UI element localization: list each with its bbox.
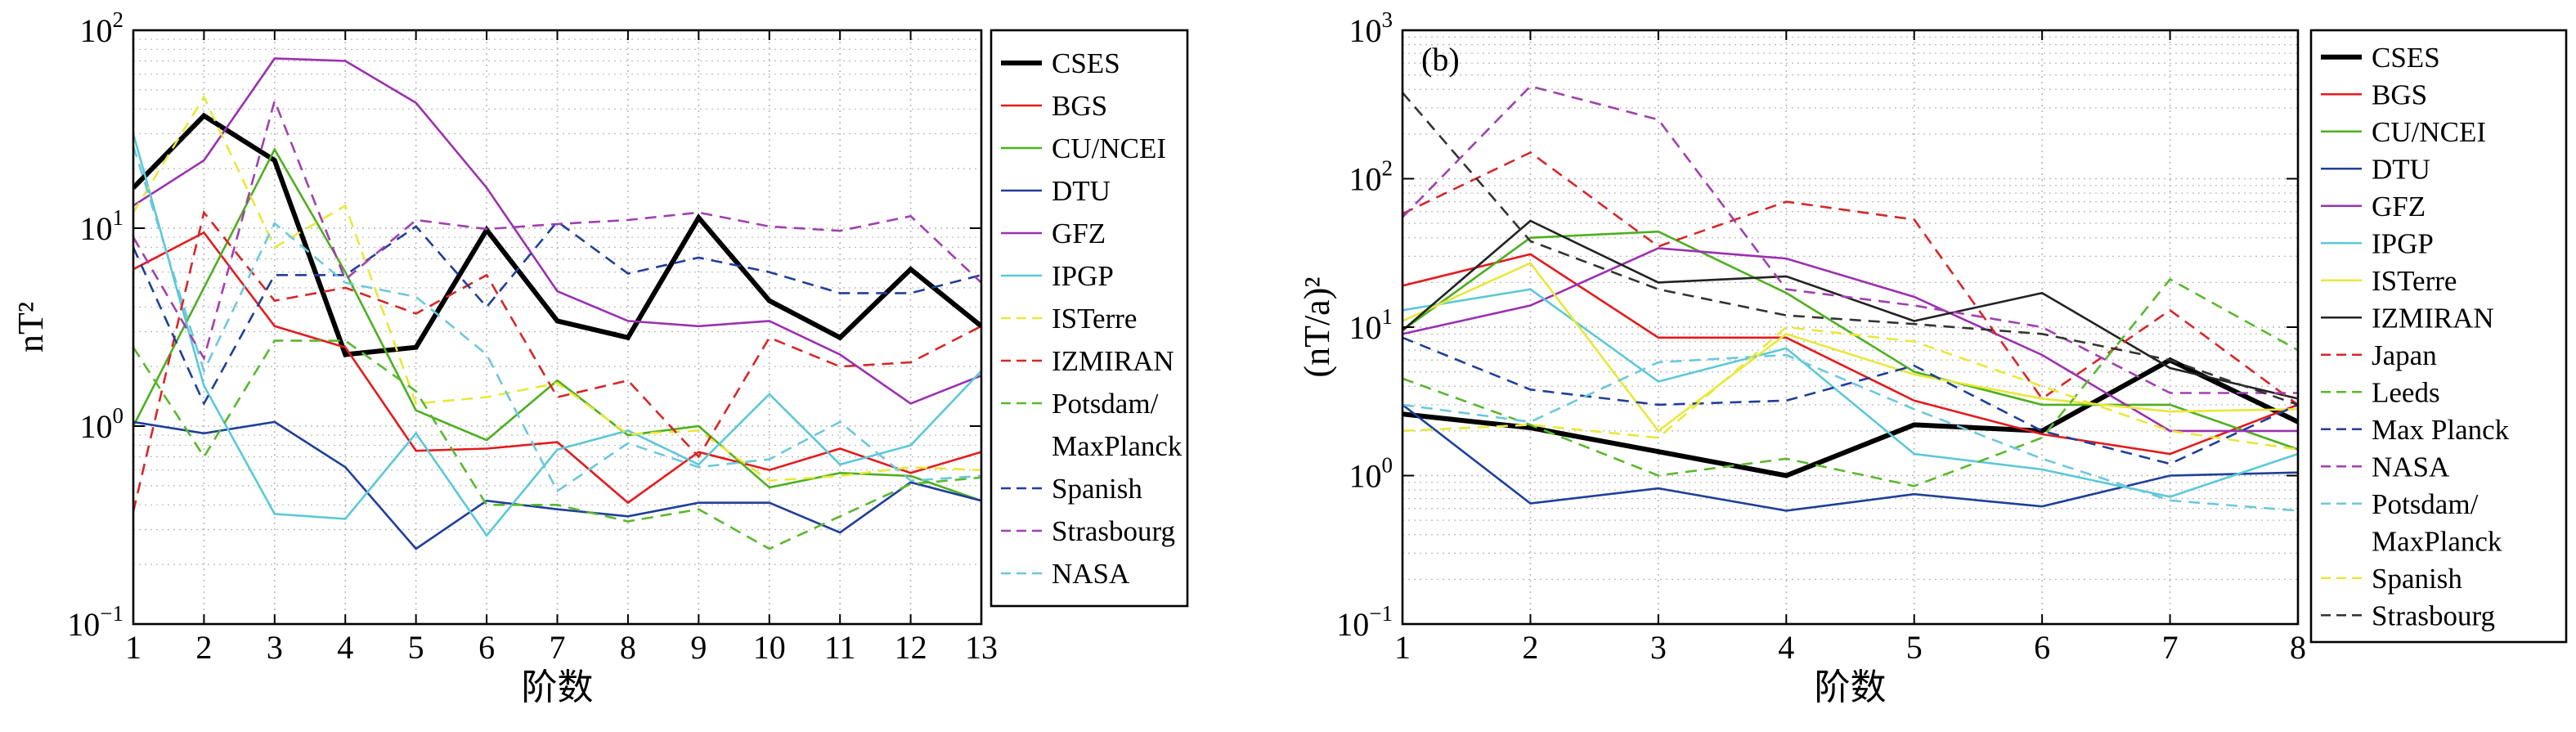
legend-label: Strasbourg xyxy=(1052,515,1175,547)
panel-a: 1 2 3 4 5 6 7 8 9 10 11 12 1310210110010−1阶数nT²CSESB… xyxy=(11,7,1189,707)
y-tick-label: 101 xyxy=(80,205,124,247)
x-tick-label: 4 xyxy=(1778,629,1794,666)
series-line-isterre xyxy=(133,94,981,483)
legend-label: GFZ xyxy=(2372,191,2426,222)
x-tick-label: 4 xyxy=(337,629,353,666)
legend-label: ISTerre xyxy=(1052,303,1137,335)
series-group xyxy=(133,57,981,550)
x-tick-label: 11 xyxy=(824,629,856,666)
series-line-spanish xyxy=(133,220,981,406)
x-tick-label: 10 xyxy=(753,629,786,666)
y-tick-label: 10−1 xyxy=(67,601,123,643)
series-line-strasbourg xyxy=(1402,92,2298,406)
legend-label: Spanish xyxy=(2372,563,2462,595)
legend-label: Max Planck xyxy=(2372,414,2510,446)
x-axis-label: 阶数 xyxy=(1815,667,1887,707)
legend-label: DTU xyxy=(2372,153,2430,185)
series-line-cu-ncei xyxy=(1402,230,2298,451)
legend-label: ISTerre xyxy=(2372,265,2457,297)
x-tick-label: 2 xyxy=(1522,629,1538,666)
series-line-bgs xyxy=(133,231,981,505)
x-tick-label: 6 xyxy=(478,629,495,666)
x-tick-label: 3 xyxy=(267,629,283,666)
legend-label: DTU xyxy=(1052,175,1111,207)
y-tick-label: 102 xyxy=(1349,156,1393,198)
series-line-ipgp xyxy=(1402,288,2298,498)
legend-label: MaxPlanck xyxy=(1052,430,1183,462)
x-tick-label: 7 xyxy=(550,629,566,666)
series-line-nasa xyxy=(133,146,981,493)
legend-label: CSES xyxy=(1052,47,1120,79)
legend-label: IZMIRAN xyxy=(2372,302,2494,334)
x-tick-label: 6 xyxy=(2034,629,2050,666)
x-tick-label: 8 xyxy=(2290,629,2306,666)
x-tick-label: 5 xyxy=(408,629,424,666)
legend-label: Leeds xyxy=(2372,376,2440,408)
legend-label: GFZ xyxy=(1052,218,1106,249)
legend-label: Japan xyxy=(2372,339,2437,371)
y-axis-label: (nT/a)² xyxy=(1297,276,1337,377)
legend-label: Potsdam/ xyxy=(1052,388,1159,420)
series-line-isterre xyxy=(1402,262,2298,433)
series-line-cses xyxy=(133,112,981,357)
series-line-cu-ncei xyxy=(133,146,981,502)
series-line-dtu xyxy=(133,420,981,550)
y-tick-label: 100 xyxy=(80,403,124,445)
x-tick-label: 1 xyxy=(125,629,141,666)
x-tick-label: 8 xyxy=(620,629,636,666)
legend: CSES BGS CU/NCEI DTU GFZ IPGP ISTerre IZMIRAN Ja… xyxy=(2309,29,2568,644)
series-line-bgs xyxy=(1402,253,2298,456)
x-tick-label: 2 xyxy=(195,629,212,666)
series-line-dtu xyxy=(1402,403,2298,512)
legend-label: CSES xyxy=(2372,42,2440,74)
series-line-cses xyxy=(1402,357,2298,478)
legend-label: CU/NCEI xyxy=(2372,116,2486,148)
y-tick-label: 10−1 xyxy=(1336,601,1393,643)
y-tick-label: 103 xyxy=(1349,7,1393,49)
y-tick-label: 100 xyxy=(1349,453,1393,495)
series-line-ipgp xyxy=(133,133,981,537)
x-tick-label: 9 xyxy=(690,629,707,666)
series-line-potsdam-maxplanck xyxy=(133,339,981,550)
x-tick-label: 13 xyxy=(965,629,998,666)
series-line-leeds xyxy=(1402,277,2298,487)
x-axis-label: 阶数 xyxy=(522,667,594,707)
legend-label: BGS xyxy=(1052,90,1107,122)
legend-label: Spanish xyxy=(1052,473,1142,505)
legend-label: NASA xyxy=(1052,558,1130,590)
series-line-potsdam-maxplanck xyxy=(1402,353,2298,512)
series-line-izmiran xyxy=(133,209,981,512)
x-tick-label: 1 xyxy=(1394,629,1411,666)
series-line-gfz xyxy=(133,57,981,405)
legend-label: IPGP xyxy=(2372,227,2434,259)
legend-label: Strasbourg xyxy=(2372,600,2495,631)
legend: CSES BGS CU/NCEI DTU GFZ IPGP ISTerre IZMIRAN Po… xyxy=(990,29,1189,608)
y-axis-label: nT² xyxy=(11,302,51,353)
series-line-max-planck xyxy=(1402,336,2298,465)
legend-label: IZMIRAN xyxy=(1052,345,1174,377)
legend-label: Potsdam/ xyxy=(2372,488,2479,520)
grid xyxy=(1402,30,2298,624)
legend-label: CU/NCEI xyxy=(1052,132,1166,164)
x-tick-label: 3 xyxy=(1650,629,1667,666)
legend-label: MaxPlanck xyxy=(2372,525,2502,557)
series-group xyxy=(1402,84,2298,512)
x-tick-label: 5 xyxy=(1906,629,1923,666)
series-line-strasbourg xyxy=(133,97,981,362)
series-line-gfz xyxy=(1402,247,2298,433)
y-tick-label: 101 xyxy=(1349,304,1393,346)
x-tick-label: 7 xyxy=(2162,629,2179,666)
legend-label: BGS xyxy=(2372,79,2427,110)
legend-label: NASA xyxy=(2372,451,2450,483)
series-line-nasa xyxy=(1402,84,2298,394)
series-line-spanish xyxy=(1402,326,2298,451)
panel-label: (b) xyxy=(1421,41,1460,78)
x-tick-label: 12 xyxy=(895,629,927,666)
panel-b: 1 2 3 4 5 6 7 8 103 102 101 100 10−1 阶数 (nT/a)² (b) CSES… xyxy=(1297,7,2568,707)
y-tick-label: 102 xyxy=(80,7,124,49)
legend-label: IPGP xyxy=(1052,260,1114,292)
